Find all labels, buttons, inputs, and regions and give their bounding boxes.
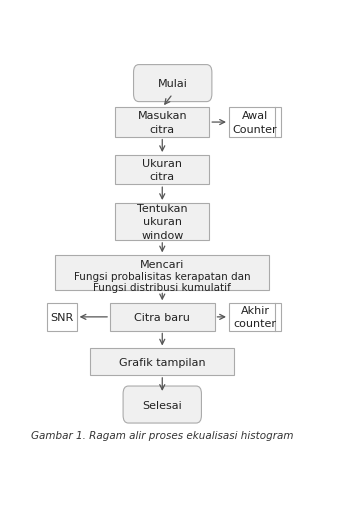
FancyBboxPatch shape [123,386,202,423]
Text: SNR: SNR [50,312,73,322]
Text: Grafik tampilan: Grafik tampilan [119,357,206,367]
Text: Fungsi probalisitas kerapatan dan: Fungsi probalisitas kerapatan dan [74,271,251,281]
FancyBboxPatch shape [115,204,209,240]
Text: Selesai: Selesai [143,400,182,410]
Text: Akhir
counter: Akhir counter [234,306,276,329]
FancyBboxPatch shape [47,304,77,331]
FancyBboxPatch shape [229,304,281,331]
FancyBboxPatch shape [229,108,281,137]
Text: Mulai: Mulai [158,79,188,89]
FancyBboxPatch shape [115,108,209,137]
FancyBboxPatch shape [133,66,212,103]
Text: Masukan
citra: Masukan citra [137,111,187,134]
Text: Citra baru: Citra baru [134,312,190,322]
FancyBboxPatch shape [55,256,269,291]
Text: Awal
Counter: Awal Counter [233,111,277,134]
FancyBboxPatch shape [115,156,209,185]
Text: Mencari: Mencari [140,259,184,269]
Text: Gambar 1. Ragam alir proses ekualisasi histogram: Gambar 1. Ragam alir proses ekualisasi h… [31,430,294,440]
FancyBboxPatch shape [90,349,234,375]
Text: Fungsi distribusi kumulatif: Fungsi distribusi kumulatif [93,282,231,292]
FancyBboxPatch shape [110,304,215,331]
Text: Tentukan
ukuran
window: Tentukan ukuran window [137,204,188,240]
Text: Ukuran
citra: Ukuran citra [142,159,182,182]
